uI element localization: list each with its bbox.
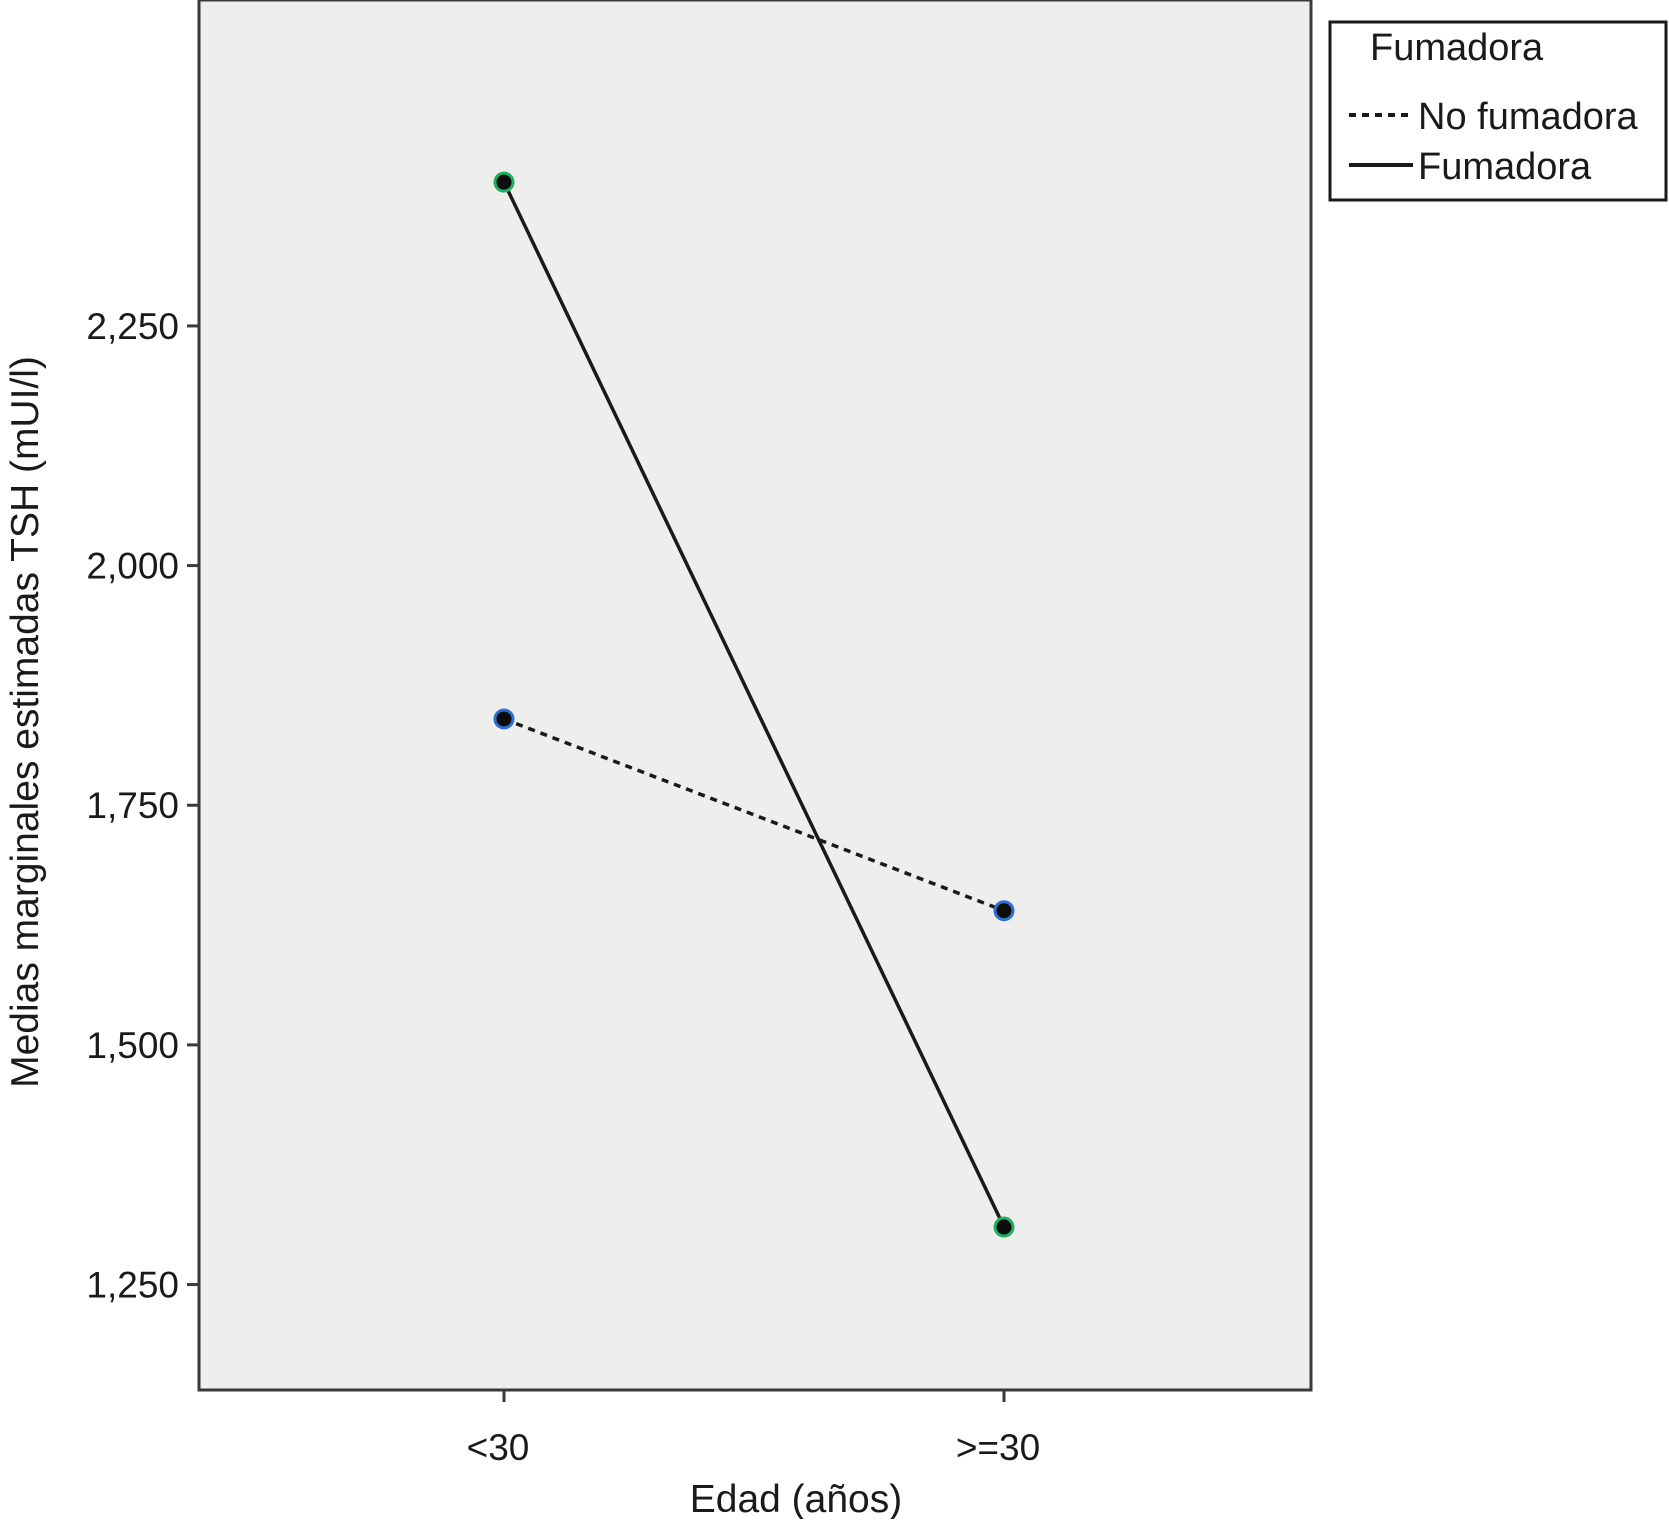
legend: Fumadora No fumadora Fumadora <box>1328 20 1668 202</box>
y-tick-label: 1,750 <box>86 785 179 826</box>
data-point-no-fumadora <box>993 900 1015 922</box>
x-axis: <30 >=30 <box>467 1390 1040 1468</box>
series-line-no-fumadora <box>503 717 1005 913</box>
y-tick-label: 1,500 <box>86 1025 179 1066</box>
x-axis-label: Edad (años) <box>690 1478 902 1519</box>
y-tick-label: 2,250 <box>86 306 179 347</box>
legend-title: Fumadora <box>1370 27 1544 69</box>
data-point-fumadora <box>493 171 515 193</box>
legend-label-fumadora: Fumadora <box>1418 146 1592 188</box>
x-tick-label: <30 <box>467 1427 530 1468</box>
series-line-fumadora <box>502 181 1006 1228</box>
y-axis: 1,250 1,500 1,750 2,000 2,250 <box>86 306 199 1306</box>
legend-label-no-fumadora: No fumadora <box>1418 96 1639 138</box>
plot-area <box>197 0 1313 1392</box>
series-layer <box>493 171 1015 1238</box>
x-tick-label: >=30 <box>956 1427 1040 1468</box>
y-tick-label: 2,000 <box>86 546 179 587</box>
data-point-fumadora <box>993 1216 1015 1238</box>
y-tick-label: 1,250 <box>86 1265 179 1306</box>
legend-box <box>1328 20 1668 202</box>
data-point-no-fumadora <box>493 708 515 730</box>
y-axis-label: Medias marginales estimadas TSH (mUI/l) <box>4 356 47 1088</box>
